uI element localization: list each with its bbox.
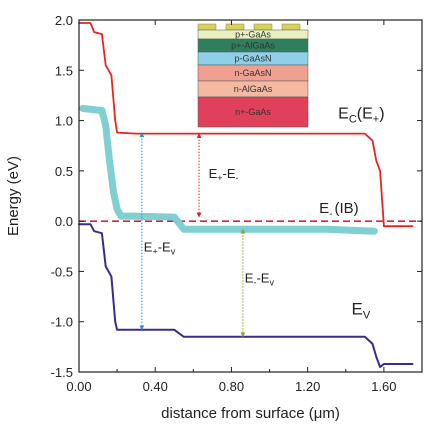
y-tick-label-6: -1.0 <box>51 315 73 330</box>
e-minus-minus-ev-label: E--Ev <box>245 270 275 287</box>
x-tick-label-4: 1.60 <box>371 379 396 394</box>
inset-layer-label-4: n-GaAsN <box>234 68 271 78</box>
y-tick-label-3: 0.5 <box>55 164 73 179</box>
transition-arrows <box>139 132 246 338</box>
band-lines <box>78 22 422 368</box>
y-tick-label-4: 0.0 <box>55 214 73 229</box>
valence-band-line <box>78 223 414 368</box>
top-contact-4 <box>281 23 301 31</box>
conduction-band-line <box>78 22 414 228</box>
axis-labels: distance from surface (μm) Energy (eV) <box>5 156 340 422</box>
inset-layer-label-3: p-GaAsN <box>234 54 271 64</box>
inset-layer-label-1: p+-GaAs <box>235 30 271 40</box>
y-axis-label: Energy (eV) <box>5 156 22 236</box>
inset-layer-6 <box>197 96 309 128</box>
conduction-band-label: EC(E+) <box>338 106 384 126</box>
band-annotations: EC(E+) E- (IB) EV E+-E- E+-Ev E--Ev <box>144 106 385 322</box>
x-tick-label-0: 0.00 <box>66 379 91 394</box>
inset-layer-label-2: p+-AlGaAs <box>231 41 275 51</box>
top-contact-1 <box>197 23 217 31</box>
x-tick-label-1: 0.40 <box>143 379 168 394</box>
inset-layer-label-6: n+-GaAs <box>235 107 271 117</box>
inset-layer-label-5: n-AlGaAs <box>234 84 273 94</box>
x-tick-label-2: 0.80 <box>219 379 244 394</box>
axis-ticks: 0.00 0.40 0.80 1.20 1.60 2.0 1.5 1.0 0.5 0.0 -0.5 -… <box>51 13 422 394</box>
x-tick-label-3: 1.20 <box>295 379 320 394</box>
y-tick-label-7: -1.5 <box>51 365 73 380</box>
intermediate-band-line <box>79 105 378 235</box>
y-tick-label-2: 1.0 <box>55 114 73 129</box>
y-tick-label-5: -0.5 <box>51 264 73 279</box>
plot-frame <box>78 19 423 373</box>
x-axis-label: distance from surface (μm) <box>161 405 340 422</box>
intermediate-band-label: E- (IB) <box>319 200 359 220</box>
y-tick-label-1: 1.5 <box>55 63 73 78</box>
y-tick-label-0: 2.0 <box>55 13 73 28</box>
e-plus-minus-e-minus-label: E+-E- <box>209 166 239 183</box>
valence-band-label: EV <box>351 300 370 322</box>
e-plus-minus-ev-label: E+-Ev <box>144 239 176 256</box>
